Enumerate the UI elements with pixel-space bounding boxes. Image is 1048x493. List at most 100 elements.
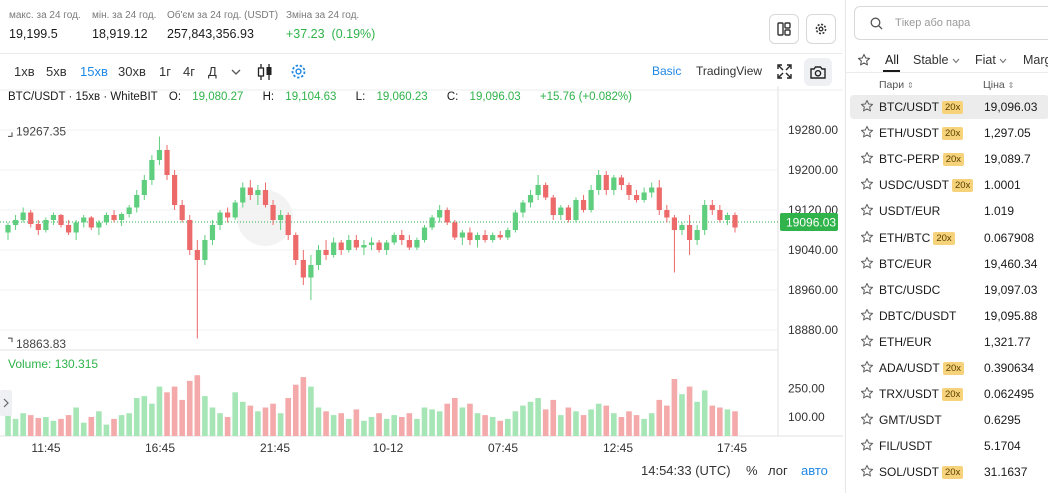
star-icon[interactable] xyxy=(860,308,874,322)
volume-bar xyxy=(558,415,564,436)
star-icon[interactable] xyxy=(860,230,874,244)
star-icon[interactable] xyxy=(860,334,874,348)
volume-bar xyxy=(5,407,11,436)
pair-row[interactable]: DBTC/DUSDT 19,095.88 xyxy=(850,304,1048,328)
candle xyxy=(565,205,571,223)
candle xyxy=(452,220,458,240)
search-icon xyxy=(870,17,883,30)
candle xyxy=(512,210,518,233)
star-icon[interactable] xyxy=(860,99,874,113)
volume-bar xyxy=(497,420,504,436)
screenshot-button[interactable] xyxy=(804,58,832,86)
pair-row[interactable]: BTC/USDC 19,097.03 xyxy=(850,278,1048,302)
candles-icon[interactable] xyxy=(257,63,273,81)
pair-row[interactable]: TRX/USDT 20x 0.062495 xyxy=(850,382,1048,406)
candle xyxy=(611,175,617,195)
pair-row[interactable]: ETH/USDT 20x 1,297.05 xyxy=(850,121,1048,145)
star-icon[interactable] xyxy=(860,386,874,400)
favorites-star-icon[interactable] xyxy=(857,53,871,67)
collapse-pane-button[interactable] xyxy=(0,390,12,416)
star-icon[interactable] xyxy=(860,203,874,217)
star-icon[interactable] xyxy=(860,282,874,296)
pair-row[interactable]: ETH/EUR 1,321.77 xyxy=(850,330,1048,354)
candle xyxy=(384,240,390,255)
search-input[interactable]: Тікер або пара xyxy=(854,6,1048,40)
divider xyxy=(846,72,1048,73)
candle xyxy=(232,200,238,220)
basic-view-tab[interactable]: Basic xyxy=(652,64,682,78)
pair-row[interactable]: FIL/USDT 5.1704 xyxy=(850,434,1048,458)
pair-row[interactable]: ADA/USDT 20x 0.390634 xyxy=(850,356,1048,380)
pair-row[interactable]: GMT/USDT 0.6295 xyxy=(850,408,1048,432)
star-icon[interactable] xyxy=(860,256,874,270)
col-price-header[interactable]: Ціна ⇕ xyxy=(983,79,1015,91)
pair-row[interactable]: BTC-PERP 20x 19,089.7 xyxy=(850,147,1048,171)
leverage-badge: 20x xyxy=(942,362,965,375)
pair-price: 19,089.7 xyxy=(984,152,1031,167)
pair-name: BTC/USDT 20x xyxy=(879,100,964,114)
candle xyxy=(240,182,246,208)
pair-row[interactable]: USDC/USDT 20x 1.0001 xyxy=(850,173,1048,197)
volume-bar xyxy=(452,398,458,436)
pair-name: BTC-PERP 20x xyxy=(879,152,965,167)
volume-bar xyxy=(709,405,716,436)
volume-bar xyxy=(383,418,390,436)
stat-label: мін. за 24 год. xyxy=(92,10,157,21)
candlestick-chart[interactable]: 19280.0019200.0019120.0019040.0018960.00… xyxy=(0,86,843,456)
volume-bar xyxy=(80,422,87,436)
timeframe-5m[interactable]: 5хв xyxy=(46,64,67,79)
star-icon[interactable] xyxy=(860,412,874,426)
volume-bar xyxy=(96,411,102,436)
volume-bar xyxy=(186,380,193,436)
timeframe-1h[interactable]: 1г xyxy=(159,64,171,79)
volume-bar xyxy=(626,411,632,436)
pair-row[interactable]: SOL/USDT 20x 31.1637 xyxy=(850,460,1048,484)
utc-clock: 14:54:33 (UTC) xyxy=(641,463,731,478)
tab-stable[interactable]: Stable xyxy=(913,53,960,67)
timeframe-30m[interactable]: 30хв xyxy=(118,64,146,79)
volume-bar xyxy=(202,396,208,436)
leverage-badge: 20x xyxy=(942,101,964,114)
percent-scale-toggle[interactable]: % xyxy=(746,463,758,478)
candle xyxy=(134,190,140,213)
auto-scale-toggle[interactable]: авто xyxy=(801,463,828,478)
star-icon[interactable] xyxy=(860,125,874,139)
pair-price: 0.6295 xyxy=(984,413,1021,428)
star-icon[interactable] xyxy=(860,438,874,452)
log-scale-toggle[interactable]: лог xyxy=(768,463,788,478)
timeframe-1d[interactable]: Д xyxy=(208,64,217,79)
camera-icon xyxy=(810,66,826,79)
star-icon[interactable] xyxy=(860,464,874,478)
fullscreen-icon[interactable] xyxy=(777,64,792,79)
star-icon[interactable] xyxy=(860,151,874,165)
layout-button[interactable] xyxy=(769,14,799,44)
volume-bar xyxy=(686,386,693,436)
candle xyxy=(353,235,359,250)
volume-bar xyxy=(679,394,685,436)
pair-row[interactable]: ETH/BTC 20x 0.067908 xyxy=(850,226,1048,250)
chevron-down-icon[interactable] xyxy=(231,68,241,76)
settings-gear-icon[interactable] xyxy=(290,63,307,80)
sort-icon: ⇕ xyxy=(1007,81,1015,90)
candle xyxy=(270,200,276,225)
timeframe-4h[interactable]: 4г xyxy=(183,64,195,79)
pair-row[interactable]: USDT/EUR 1.019 xyxy=(850,199,1048,223)
candle xyxy=(399,230,405,245)
stat-value: +37.23 (0.19%) xyxy=(286,27,376,41)
volume-bar xyxy=(467,403,473,436)
pair-row[interactable]: BTC/EUR 19,460.34 xyxy=(850,252,1048,276)
star-icon[interactable] xyxy=(860,360,874,374)
price-tick: 19280.00 xyxy=(788,123,838,137)
pair-row[interactable]: BTC/USDT 20x 19,096.03 xyxy=(850,95,1048,119)
star-icon[interactable] xyxy=(860,177,874,191)
tradingview-tab[interactable]: TradingView xyxy=(696,64,763,78)
col-pair-header[interactable]: Пари ⇕ xyxy=(879,79,914,91)
candle xyxy=(421,225,428,243)
timeframe-15m[interactable]: 15хв xyxy=(80,64,108,79)
timeframe-1m[interactable]: 1хв xyxy=(14,64,35,79)
tab-margin[interactable]: Marg xyxy=(1023,53,1048,67)
volume-bar xyxy=(27,415,34,436)
settings-button[interactable] xyxy=(806,14,836,44)
tab-all[interactable]: All xyxy=(885,53,899,67)
tab-fiat[interactable]: Fiat xyxy=(975,53,1007,67)
